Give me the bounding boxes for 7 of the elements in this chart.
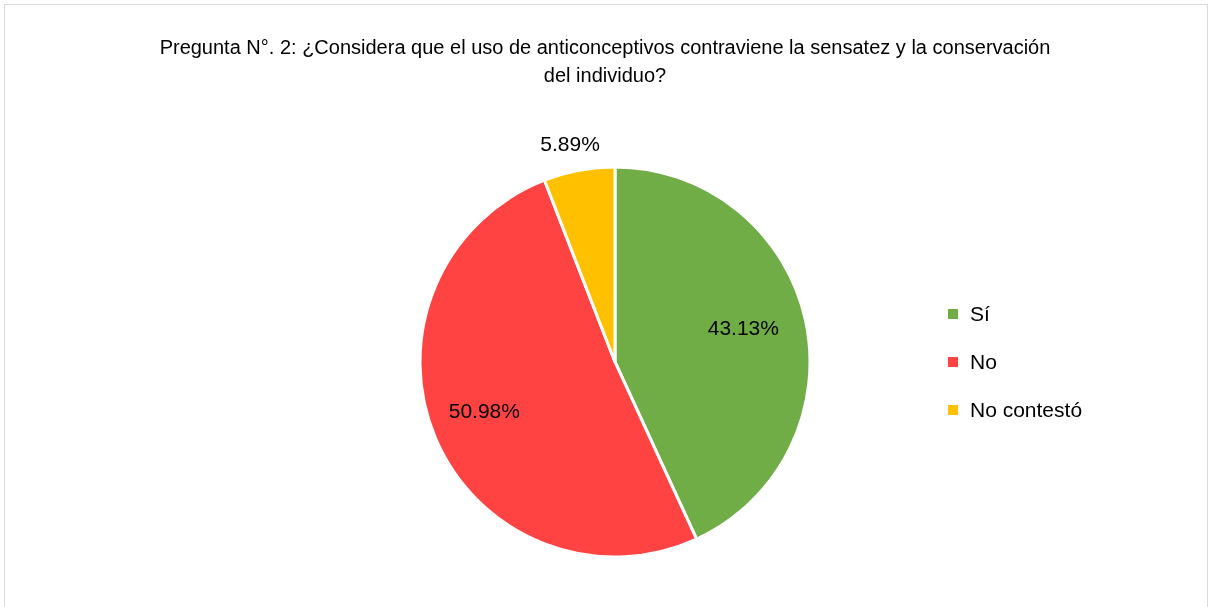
chart-title: Pregunta N°. 2: ¿Considera que el uso de anticonceptivos contraviene la sensatez y la conservación del individuo? xyxy=(158,35,1052,88)
legend-label: No xyxy=(970,350,997,374)
legend-label: Sí xyxy=(970,302,990,326)
data-label: 5.89% xyxy=(540,132,600,156)
data-label: 43.13% xyxy=(707,316,779,340)
data-label: 50.98% xyxy=(448,398,520,422)
legend-label: No contestó xyxy=(970,398,1083,422)
